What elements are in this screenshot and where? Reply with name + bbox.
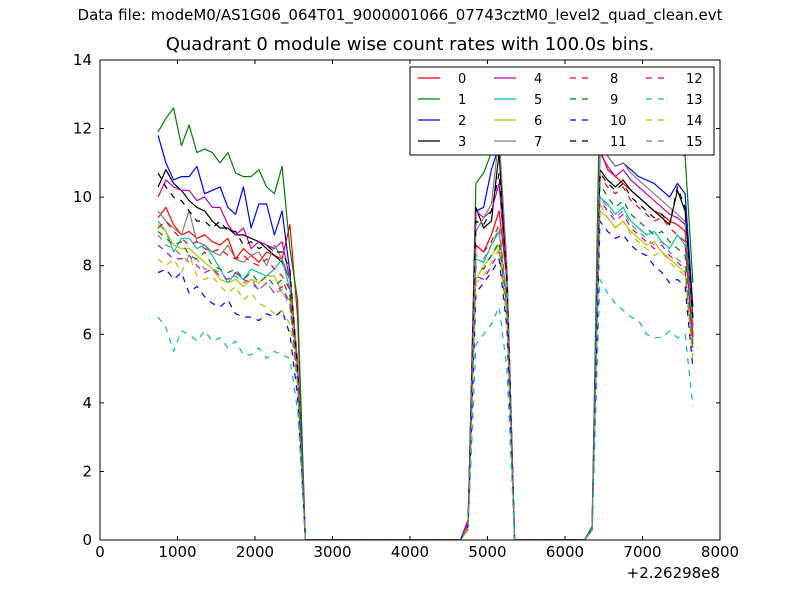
x-tick-label: 6000 bbox=[546, 543, 584, 561]
legend-label-7: 7 bbox=[534, 135, 542, 150]
series-line-13 bbox=[157, 278, 694, 540]
x-offset-label: +2.26298e8 bbox=[627, 564, 720, 582]
chart-title: Quadrant 0 module wise count rates with … bbox=[165, 34, 655, 55]
y-tick-label: 12 bbox=[73, 120, 92, 138]
series-line-15 bbox=[157, 196, 694, 540]
y-tick-label: 4 bbox=[82, 394, 92, 412]
series-line-14 bbox=[157, 203, 694, 540]
y-tick-label: 2 bbox=[82, 462, 92, 480]
y-tick-label: 8 bbox=[82, 257, 92, 275]
legend-label-15: 15 bbox=[686, 135, 703, 150]
legend-label-6: 6 bbox=[534, 114, 542, 129]
y-tick-label: 10 bbox=[73, 188, 92, 206]
legend-label-10: 10 bbox=[610, 114, 627, 129]
legend-label-14: 14 bbox=[686, 114, 703, 129]
y-tick-label: 14 bbox=[73, 51, 92, 69]
series-line-12 bbox=[157, 200, 694, 540]
series-line-2 bbox=[157, 135, 694, 540]
series-line-7 bbox=[157, 134, 694, 540]
series-line-0 bbox=[157, 148, 694, 540]
legend-label-8: 8 bbox=[610, 72, 618, 87]
legend-box bbox=[409, 66, 715, 156]
series-line-4 bbox=[157, 152, 694, 540]
legend-label-11: 11 bbox=[610, 135, 627, 150]
series-line-8 bbox=[157, 176, 694, 540]
x-tick-label: 7000 bbox=[623, 543, 661, 561]
x-tick-label: 1000 bbox=[158, 543, 196, 561]
x-tick-label: 8000 bbox=[701, 543, 739, 561]
legend-label-13: 13 bbox=[686, 93, 703, 108]
legend-label-1: 1 bbox=[458, 93, 466, 108]
legend-label-0: 0 bbox=[458, 72, 466, 87]
x-tick-label: 0 bbox=[95, 543, 105, 561]
legend-label-2: 2 bbox=[458, 114, 466, 129]
x-tick-label: 5000 bbox=[468, 543, 506, 561]
series-line-9 bbox=[157, 182, 694, 540]
legend-label-3: 3 bbox=[458, 135, 466, 150]
x-tick-label: 4000 bbox=[391, 543, 429, 561]
legend-label-4: 4 bbox=[534, 72, 542, 87]
figure-suptitle: Data file: modeM0/AS1G06_064T01_90000010… bbox=[77, 6, 723, 24]
legend-label-5: 5 bbox=[534, 93, 542, 108]
series-line-10 bbox=[157, 220, 694, 540]
legend-label-12: 12 bbox=[686, 72, 703, 87]
series-line-11 bbox=[157, 172, 694, 540]
x-tick-label: 2000 bbox=[236, 543, 274, 561]
y-tick-label: 6 bbox=[82, 325, 92, 343]
series-line-6 bbox=[157, 210, 694, 540]
x-tick-label: 3000 bbox=[313, 543, 351, 561]
series-line-5 bbox=[157, 196, 694, 540]
y-tick-label: 0 bbox=[82, 531, 92, 549]
legend-label-9: 9 bbox=[610, 93, 618, 108]
